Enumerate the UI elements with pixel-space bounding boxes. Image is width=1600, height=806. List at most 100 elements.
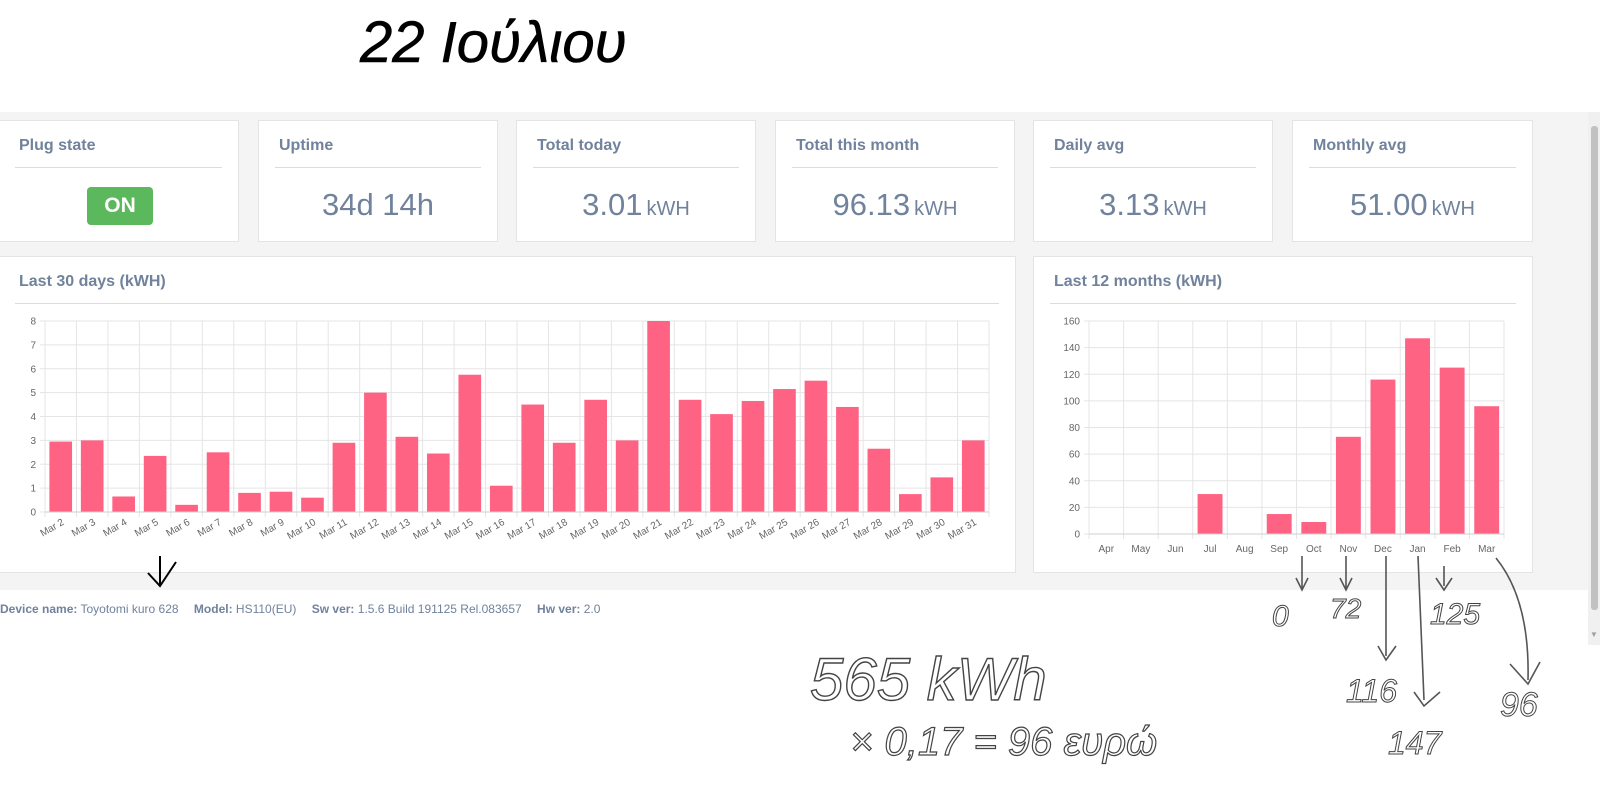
- bar-mar-14: [427, 453, 450, 512]
- bar-mar-29: [899, 494, 922, 512]
- x-tick-label: Mar 17: [506, 517, 539, 542]
- note-feb: 125: [1430, 598, 1480, 631]
- x-tick-label: Mar 30: [915, 517, 948, 542]
- card-title: Uptime: [279, 137, 334, 154]
- bar-mar-17: [521, 404, 545, 512]
- y-tick-label: 120: [1063, 370, 1080, 381]
- handwritten-formula: × 0,17 = 96 ευρώ: [850, 720, 1157, 764]
- divider: [15, 167, 222, 168]
- x-tick-label: Mar 7: [196, 517, 224, 540]
- x-tick-label: Jan: [1409, 544, 1425, 555]
- y-tick-label: 60: [1069, 450, 1081, 461]
- x-tick-label: Mar 8: [227, 517, 255, 540]
- bar-jan: [1405, 338, 1430, 534]
- bar-mar-11: [332, 442, 356, 512]
- daily-avg-card: Daily avg 3.13 kWH: [1033, 120, 1273, 242]
- monthly-avg-card: Monthly avg 51.00 kWH: [1292, 120, 1533, 242]
- divider: [1309, 167, 1516, 168]
- x-tick-label: Mar 2: [39, 517, 67, 540]
- y-tick-label: 7: [30, 340, 36, 351]
- model-label: Model:: [193, 602, 233, 616]
- model-value: HS110(EU): [235, 602, 297, 616]
- note-oct: 0: [1272, 600, 1289, 633]
- bar-mar-28: [867, 448, 891, 512]
- x-tick-label: Mar 21: [632, 517, 665, 542]
- card-title: Daily avg: [1054, 137, 1125, 154]
- monthly-chart-card: Last 12 months (kWH) 0 20 40 60 80 100 120 140 1…: [1033, 256, 1533, 573]
- x-tick-label: Mar 28: [852, 517, 885, 542]
- bar-mar-25: [773, 389, 796, 512]
- card-title: Plug state: [19, 137, 96, 154]
- scrollbar-thumb[interactable]: [1591, 126, 1598, 610]
- y-tick-label: 1: [30, 484, 36, 495]
- y-tick-label: 4: [30, 412, 36, 423]
- divider: [533, 167, 739, 168]
- x-tick-label: Jul: [1204, 544, 1217, 555]
- y-tick-label: 5: [30, 388, 36, 399]
- bar-mar-12: [364, 392, 387, 512]
- total-month-value: 96.13 kWH: [832, 187, 958, 222]
- x-tick-label: Mar 23: [695, 517, 728, 542]
- bar-mar-3: [80, 440, 104, 512]
- monthly-chart-title: Last 12 months (kWH): [1054, 273, 1223, 290]
- note-dec: 116: [1346, 673, 1397, 709]
- x-tick-label: Mar 26: [789, 517, 822, 542]
- plug-state-badge[interactable]: ON: [87, 187, 153, 225]
- total-today-value: 3.01 kWH: [582, 187, 690, 222]
- y-tick-label: 80: [1069, 423, 1081, 434]
- bar-mar-16: [489, 485, 513, 512]
- bar-mar-19: [584, 399, 607, 512]
- bar-mar-23: [710, 414, 733, 512]
- x-tick-label: Apr: [1099, 544, 1115, 555]
- bar-mar-4: [112, 496, 135, 512]
- monthly-avg-value: 51.00 kWH: [1350, 187, 1475, 222]
- x-tick-label: Mar 10: [286, 517, 319, 542]
- bar-mar-6: [175, 504, 198, 512]
- divider: [15, 303, 999, 304]
- bar-oct: [1301, 522, 1327, 534]
- x-tick-label: Mar 6: [164, 517, 192, 540]
- x-tick-label: Dec: [1374, 544, 1392, 555]
- bar-mar-7: [206, 452, 230, 512]
- bar-mar-18: [552, 442, 576, 512]
- x-tick-label: Mar 20: [600, 517, 633, 542]
- bar-nov: [1335, 436, 1361, 534]
- x-tick-label: Feb: [1444, 544, 1462, 555]
- x-tick-label: Mar 31: [946, 517, 979, 542]
- y-tick-label: 100: [1063, 396, 1080, 407]
- handwritten-title: 22 Ιούλιου: [359, 10, 626, 75]
- x-tick-label: Sep: [1270, 544, 1288, 555]
- scroll-down-arrow-icon[interactable]: ▼: [1590, 630, 1598, 639]
- divider: [1050, 167, 1256, 168]
- x-tick-label: May: [1131, 544, 1150, 555]
- y-tick-label: 140: [1063, 343, 1080, 354]
- x-tick-label: Mar 29: [883, 517, 916, 542]
- y-tick-label: 40: [1069, 476, 1081, 487]
- x-tick-label: Mar 16: [474, 517, 507, 542]
- x-tick-label: Aug: [1236, 544, 1254, 555]
- x-tick-label: Mar 12: [348, 517, 381, 542]
- x-tick-label: Mar 27: [820, 517, 853, 542]
- bar-mar-9: [269, 491, 293, 512]
- bar-mar-27: [836, 406, 859, 512]
- hw-version-label: Hw ver:: [537, 602, 581, 616]
- bar-mar-24: [741, 400, 765, 512]
- daily-avg-value: 3.13 kWH: [1099, 187, 1207, 222]
- card-title: Total today: [537, 137, 622, 154]
- x-tick-label: Mar 25: [758, 517, 791, 542]
- bar-mar-13: [395, 436, 419, 512]
- daily-chart-card: Last 30 days (kWH) 0 1 2 3 4 5 6 7 8 Mar 2 Mar 3 Ma…: [0, 256, 1016, 573]
- bar-mar-8: [238, 492, 261, 512]
- bar-jul: [1197, 494, 1223, 534]
- x-tick-label: Mar 4: [102, 517, 130, 540]
- y-tick-label: 160: [1063, 317, 1080, 328]
- x-tick-label: Mar 11: [318, 517, 350, 542]
- y-tick-label: 2: [30, 460, 36, 471]
- hw-version-value: 2.0: [583, 602, 601, 616]
- y-tick-label: 8: [30, 317, 36, 328]
- bar-sep: [1266, 514, 1292, 534]
- x-tick-label: Mar 19: [569, 517, 602, 542]
- total-month-card: Total this month 96.13 kWH: [775, 120, 1015, 242]
- total-today-card: Total today 3.01 kWH: [516, 120, 756, 242]
- divider: [275, 167, 481, 168]
